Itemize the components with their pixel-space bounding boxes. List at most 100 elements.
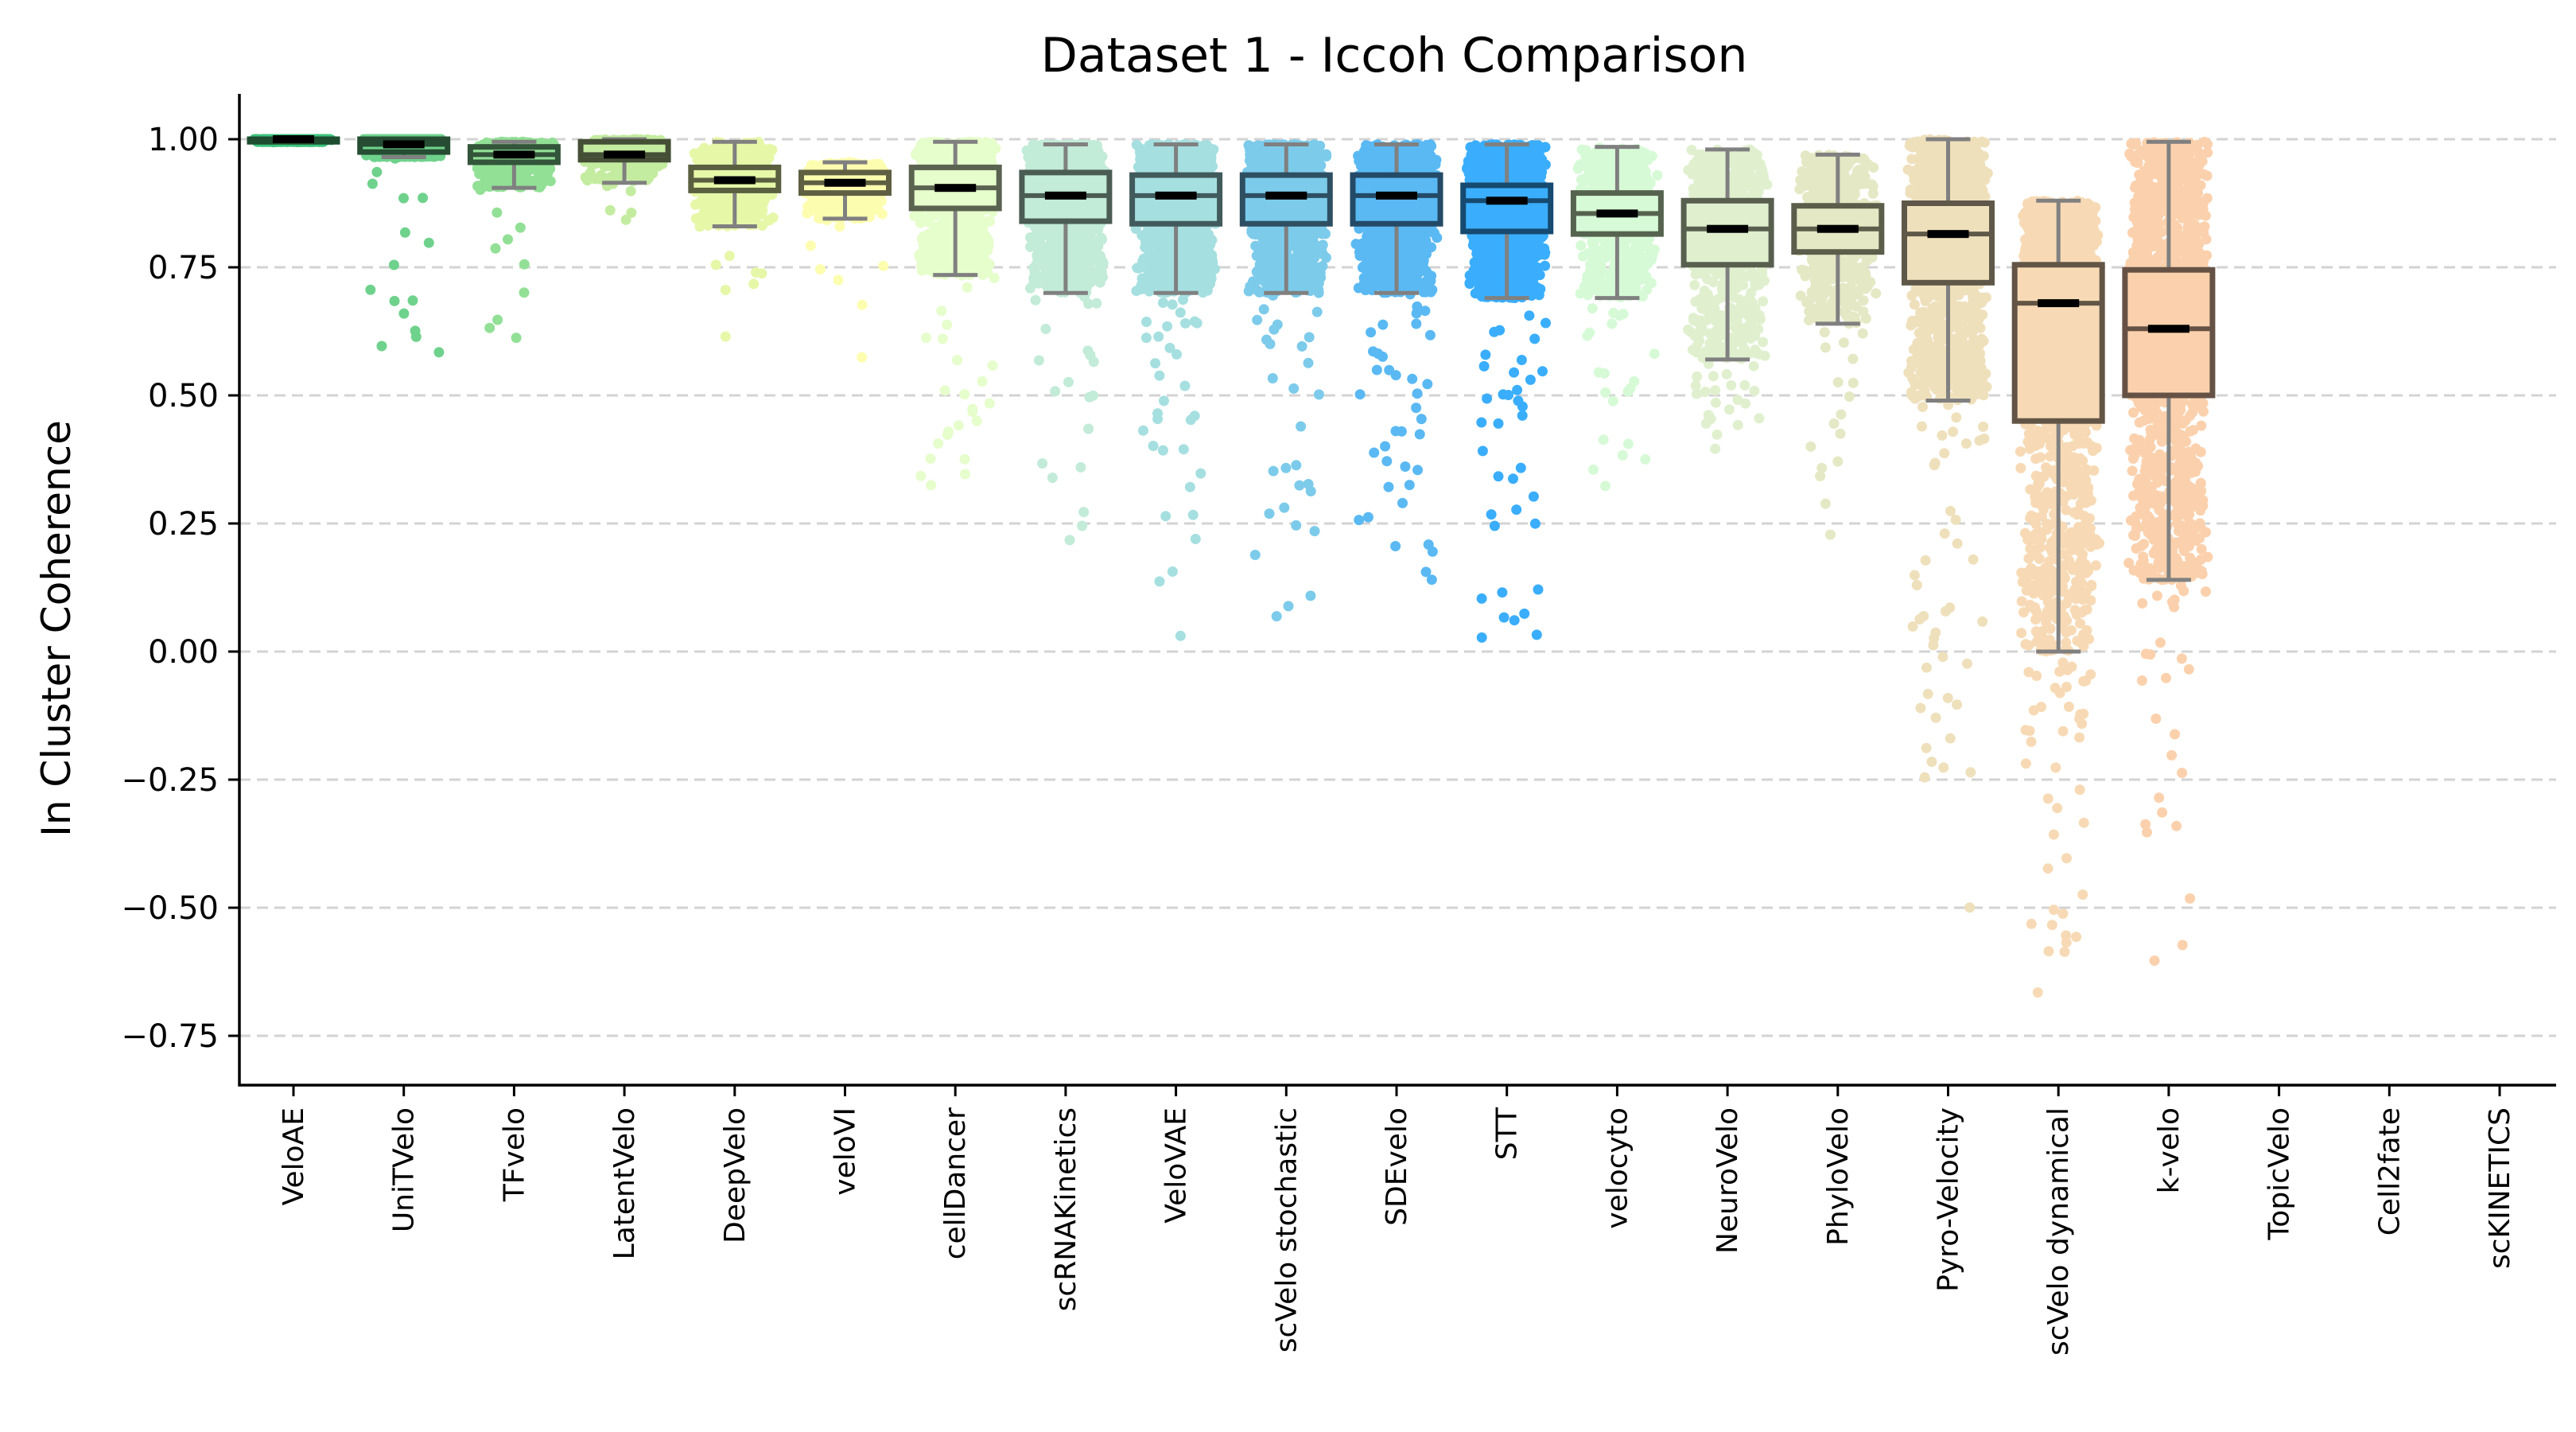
data-point [857,206,868,217]
data-point [701,216,713,228]
data-point [694,221,705,232]
data-point [389,295,400,306]
data-point [1083,423,1094,434]
data-point [365,284,376,295]
data-point [971,415,982,426]
data-point [767,212,779,224]
data-point [833,274,844,286]
data-point [972,152,983,163]
y-axis-label: In Cluster Coherence [33,420,80,837]
data-point [857,299,868,310]
data-point [953,420,964,431]
data-point [931,224,942,235]
data-point [704,153,715,164]
data-point [407,295,418,306]
data-point [492,314,503,325]
data-point [942,319,953,330]
data-point [933,438,944,449]
data-point [367,178,378,189]
data-point [964,251,975,262]
data-point [753,151,764,162]
data-point [1040,324,1051,334]
data-point [919,141,931,152]
data-point [989,273,1000,283]
data-point [724,251,735,262]
data-point [981,144,992,155]
data-point [925,453,936,464]
data-point [744,148,756,159]
data-point [433,347,445,358]
data-point [926,480,937,491]
data-point [942,238,953,249]
data-point [878,260,889,271]
data-point [815,264,826,274]
data-point [503,234,513,245]
data-point [388,259,399,270]
data-point [710,259,721,270]
data-point [962,224,973,235]
data-point [474,169,485,179]
data-point [423,237,434,248]
data-point [834,221,845,232]
data-point [398,308,410,319]
data-point [936,305,947,317]
data-point [720,331,731,342]
data-point [805,240,816,251]
data-point [921,333,932,344]
data-point [939,385,950,396]
data-point [938,264,950,275]
data-point [962,282,973,293]
data-point [756,208,767,220]
data-point [984,398,995,409]
chart-title: Dataset 1 - Iccoh Comparison [1041,28,1748,84]
data-point [909,211,920,222]
data-point [923,264,934,275]
data-point [653,161,664,172]
data-point [709,198,720,209]
data-point [735,150,746,161]
data-point [497,177,507,187]
data-point [958,145,969,156]
data-point [758,197,769,208]
data-point [580,172,591,183]
data-point [376,340,387,352]
data-point [959,389,970,400]
data-point [764,147,775,158]
data-point [515,167,526,178]
data-point [865,208,876,219]
data-point [418,193,429,204]
data-point [472,181,483,192]
data-point [371,166,383,177]
data-point [625,185,636,197]
data-point [519,259,530,270]
data-point [410,325,421,337]
data-point [1037,458,1048,469]
data-point [491,207,503,218]
data-point [981,231,992,242]
data-point [802,201,814,212]
data-point [919,237,931,248]
data-point [722,155,733,166]
data-point [929,245,940,256]
data-point [642,165,653,177]
data-point [754,142,765,153]
data-point [399,227,410,238]
data-point [398,193,409,204]
data-point [490,243,501,254]
data-point [976,260,987,271]
data-point [915,470,927,481]
data-point [620,214,631,225]
data-point [519,287,530,298]
data-point [721,193,732,204]
data-point [690,199,701,210]
data-point [982,216,993,227]
data-point [977,245,988,256]
data-point [990,143,1001,154]
data-point [876,208,888,220]
data-point [987,360,998,371]
data-point [967,403,978,414]
data-point [952,355,963,366]
data-point [515,222,526,233]
data-point [1064,535,1075,546]
